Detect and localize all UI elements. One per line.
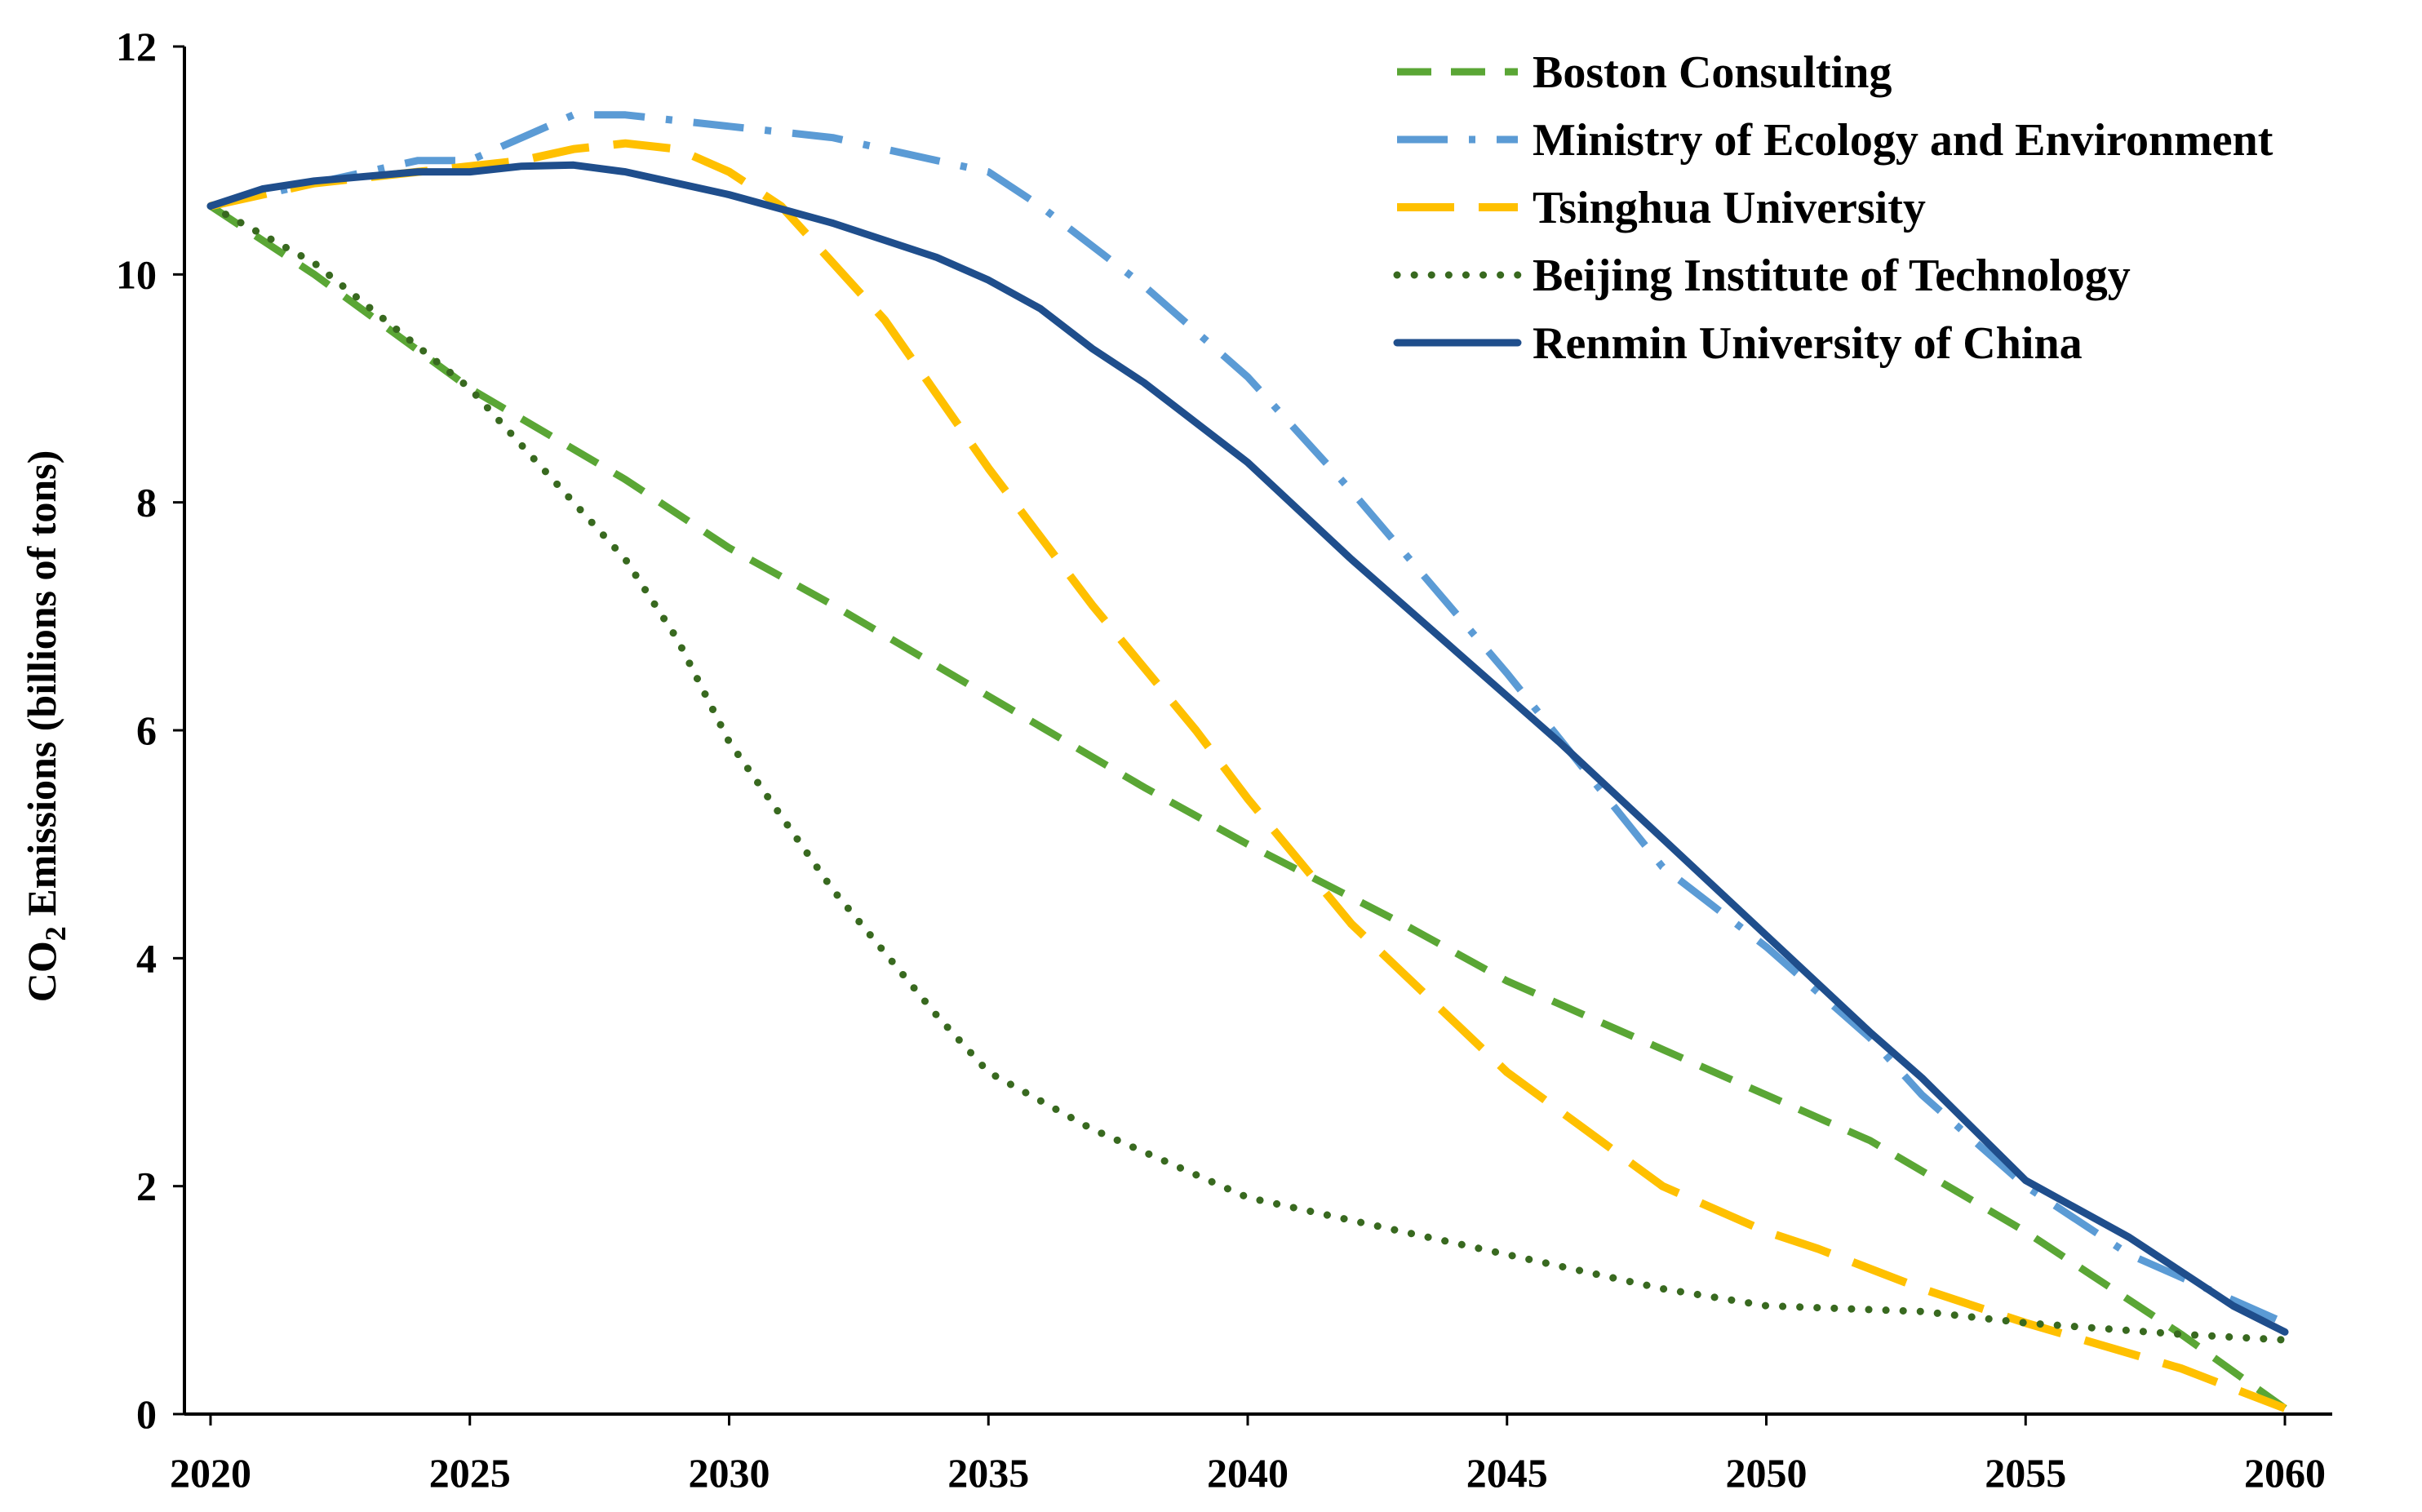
axes: 0 2 4 6 8 10 12 2020 2025 2030 2035 2040 2045 2050 205… bbox=[116, 24, 2332, 1496]
series-line-tsinghua-university bbox=[209, 139, 2287, 1412]
series-line-beijing-institute-of-technology bbox=[206, 202, 2289, 1344]
x-tick-label: 2035 bbox=[947, 1450, 1029, 1496]
x-tick-label: 2030 bbox=[689, 1450, 770, 1496]
svg-text:CO2 Emissions (billions of ton: CO2 Emissions (billions of tons) bbox=[19, 450, 72, 1002]
y-tick-label: 4 bbox=[136, 935, 157, 981]
legend-label-ministry-of-ecology-and-environment: Ministry of Ecology and Environment bbox=[1533, 115, 2273, 166]
series-layer bbox=[206, 111, 2289, 1412]
y-tick-label: 12 bbox=[116, 24, 157, 69]
y-tick-label: 10 bbox=[116, 251, 157, 297]
y-axis-title-prefix: CO bbox=[19, 941, 64, 1002]
y-tick-label: 2 bbox=[136, 1164, 157, 1209]
y-tick-label: 6 bbox=[136, 707, 157, 753]
y-axis-title: CO2 Emissions (billions of tons) bbox=[19, 450, 72, 1002]
x-tick-label: 2025 bbox=[429, 1450, 511, 1496]
x-tick-label: 2040 bbox=[1207, 1450, 1289, 1496]
y-axis-title-subscript: 2 bbox=[39, 926, 72, 941]
x-tick-label: 2020 bbox=[170, 1450, 251, 1496]
x-tick-label: 2050 bbox=[1726, 1450, 1808, 1496]
legend-label-boston-consulting: Boston Consulting bbox=[1533, 47, 1892, 98]
series-line-ministry-of-ecology-and-environment bbox=[210, 111, 2287, 1327]
y-tick-label: 8 bbox=[136, 480, 157, 525]
legend-label-renmin-university-of-china: Renmin University of China bbox=[1533, 318, 2083, 369]
legend: Boston Consulting Ministry of Ecology and… bbox=[1393, 47, 2273, 369]
series-line-renmin-university-of-china bbox=[206, 161, 2289, 1336]
x-tick-label: 2060 bbox=[2244, 1450, 2326, 1496]
legend-label-beijing-institute-of-technology: Beijing Institute of Technology bbox=[1533, 251, 2131, 301]
x-tick-label: 2055 bbox=[1985, 1450, 2066, 1496]
series-line-boston-consulting bbox=[208, 202, 2287, 1412]
y-axis-title-suffix: Emissions (billions of tons) bbox=[19, 450, 64, 926]
legend-label-tsinghua-university: Tsinghua University bbox=[1533, 183, 1926, 233]
x-tick-label: 2045 bbox=[1466, 1450, 1548, 1496]
y-tick-label: 0 bbox=[136, 1391, 157, 1437]
